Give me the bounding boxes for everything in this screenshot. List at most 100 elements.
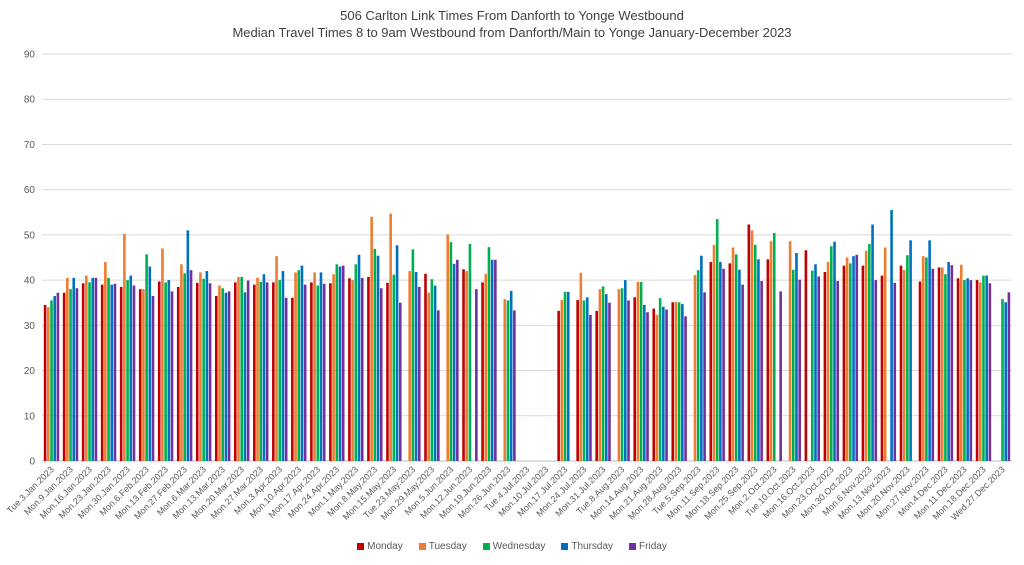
bar-wednesday [582,300,586,461]
bar-thursday [623,280,627,461]
bar-thursday [833,241,836,461]
bar-friday [931,268,935,461]
bar-wednesday [278,280,282,461]
bar-thursday [681,304,684,461]
bar-monday [157,281,161,461]
bar-wednesday [297,270,301,461]
bar-tuesday [180,264,183,461]
bar-wednesday [982,275,985,461]
bar-tuesday [199,272,202,461]
bar-thursday [490,259,494,461]
legend-label: Wednesday [492,541,546,552]
bar-monday [43,304,47,461]
bar-friday [379,288,383,461]
legend-label: Thursday [571,541,614,552]
bar-friday [722,268,725,461]
bar-tuesday [161,248,164,461]
bar-friday [513,310,516,461]
bar-monday [899,265,903,461]
bar-tuesday [503,299,507,461]
bar-wednesday [772,233,776,461]
bar-tuesday [85,275,88,461]
bar-tuesday [218,285,221,461]
bar-wednesday [88,282,91,461]
bar-friday [646,312,649,461]
y-tick-label: 20 [24,366,36,377]
bar-tuesday [313,272,316,461]
bar-friday [246,280,250,461]
y-tick-label: 70 [24,140,36,151]
bar-tuesday [864,250,868,461]
bar-wednesday [164,282,167,461]
bar-wednesday [354,264,358,461]
bar-monday [138,289,142,461]
bar-friday [417,286,421,461]
bar-tuesday [142,289,145,461]
y-tick-label: 80 [24,95,36,106]
bar-monday [424,273,427,461]
bar-tuesday [389,213,392,461]
bar-thursday [585,297,589,461]
legend-swatch [629,543,637,550]
bar-wednesday [145,254,148,461]
bar-wednesday [963,280,966,461]
bar-tuesday [275,256,278,461]
chart-subtitle: Median Travel Times 8 to 9am Westbound f… [232,25,792,40]
bar-wednesday [202,278,205,461]
bar-friday [189,270,193,461]
bar-wednesday [639,281,643,461]
bar-tuesday [693,275,697,461]
bar-tuesday [655,314,659,461]
bar-thursday [110,284,114,461]
bar-thursday [186,230,190,461]
bar-wednesday [183,273,186,461]
bar-friday [779,291,782,461]
bar-monday [81,283,85,461]
bar-wednesday [411,249,415,461]
bar-friday [703,292,706,461]
bar-friday [817,276,820,461]
bar-wednesday [335,264,339,461]
bar-friday [151,295,155,461]
bar-tuesday [370,216,373,461]
bar-friday [284,297,288,461]
bar-friday [893,282,897,461]
bar-wednesday [830,246,833,461]
bar-thursday [72,277,76,461]
legend-item-wednesday: Wednesday [482,541,546,552]
bar-thursday [376,255,380,461]
bar-thursday [319,272,323,461]
bar-thursday [852,256,855,461]
bar-wednesday [449,242,453,461]
bar-wednesday [126,280,129,461]
bar-monday [253,284,256,461]
bar-monday [310,282,313,461]
bar-tuesday [788,241,792,461]
bar-thursday [890,210,893,461]
bar-tuesday [598,289,602,461]
bar-friday [170,291,174,461]
bar-friday [456,259,459,461]
bar-monday [880,275,884,461]
bar-wednesday [620,288,624,461]
bar-thursday [757,259,760,461]
bar-thursday [167,280,171,461]
bar-friday [798,279,801,461]
bar-thursday [604,294,608,461]
bar-monday [481,282,484,461]
bar-thursday [985,275,988,461]
bar-thursday [224,292,228,461]
bar-tuesday [465,271,469,461]
bar-thursday [414,271,418,461]
bar-wednesday [221,288,224,461]
bar-monday [62,292,66,461]
bar-tuesday [47,307,50,461]
bar-tuesday [237,276,240,461]
bar-tuesday [579,272,583,461]
bar-tuesday [978,282,982,461]
bar-friday [589,314,592,461]
bar-wednesday [316,285,320,461]
bar-wednesday [430,279,434,461]
bar-tuesday [427,292,431,461]
bar-thursday [433,285,437,461]
